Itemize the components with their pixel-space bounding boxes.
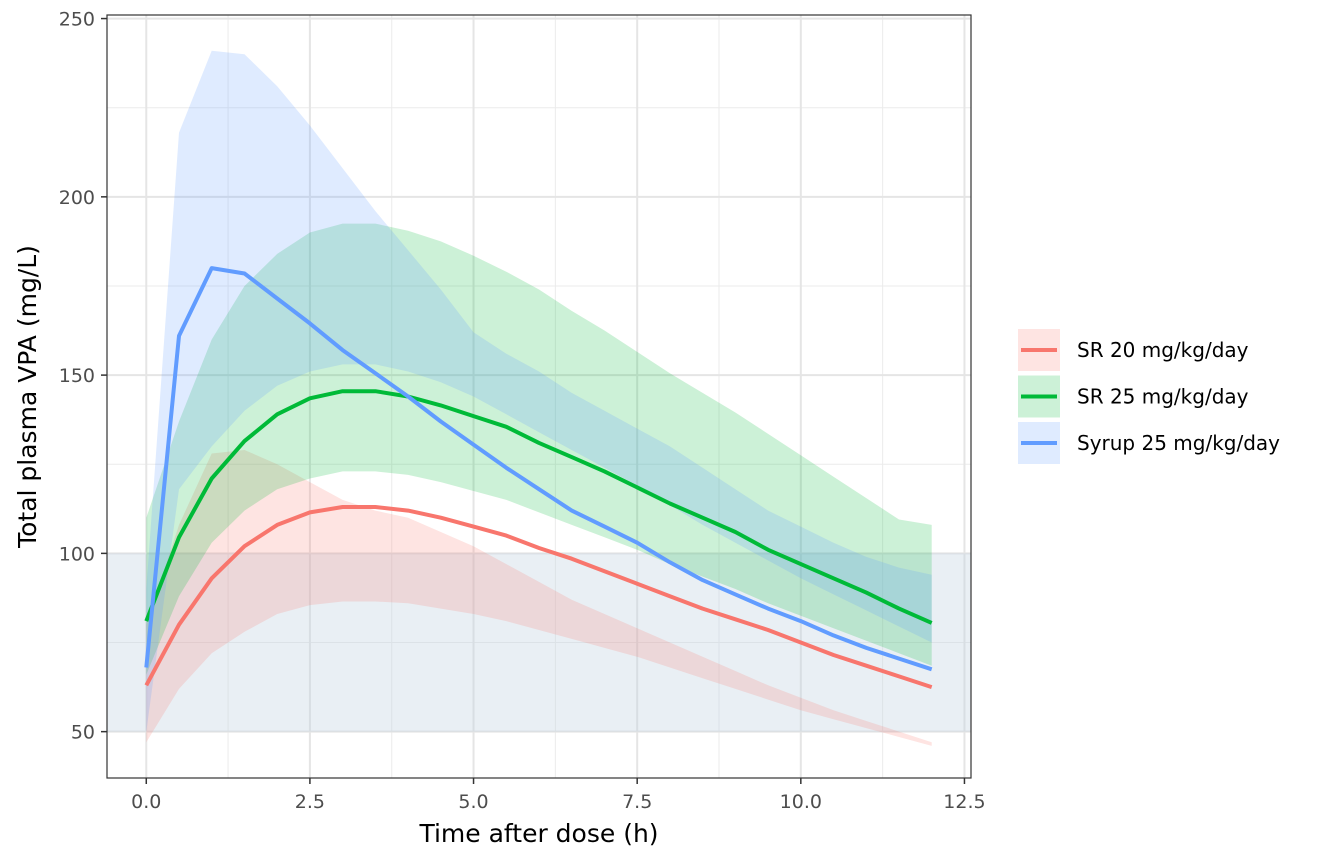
y-axis: 50 100 150 200 250 bbox=[59, 9, 107, 744]
plot-panel-border bbox=[106, 14, 972, 779]
y-tick-label: 200 bbox=[59, 187, 95, 209]
x-tick-label: 0.0 bbox=[131, 791, 161, 813]
grid-minor bbox=[107, 15, 971, 778]
y-tick-label: 100 bbox=[59, 543, 95, 565]
x-tick-label: 7.5 bbox=[622, 791, 652, 813]
reference-band bbox=[107, 553, 971, 732]
y-axis-title: Total plasma VPA (mg/L) bbox=[13, 245, 42, 549]
legend-label: SR 20 mg/kg/day bbox=[1077, 338, 1249, 362]
x-tick-label: 5.0 bbox=[458, 791, 488, 813]
ribbon-series-1 bbox=[146, 223, 932, 675]
legend-item-1: SR 25 mg/kg/day bbox=[1018, 375, 1249, 418]
ribbon-layer bbox=[146, 50, 932, 746]
legend-label: SR 25 mg/kg/day bbox=[1077, 385, 1249, 409]
line-series-2 bbox=[144, 266, 933, 672]
x-axis: 0.0 2.5 5.0 7.5 10.0 12.5 bbox=[131, 778, 986, 813]
x-axis-title: Time after dose (h) bbox=[418, 819, 658, 848]
ribbon-series-0 bbox=[146, 450, 932, 746]
x-tick-label: 2.5 bbox=[295, 791, 325, 813]
legend-item-2: Syrup 25 mg/kg/day bbox=[1018, 422, 1280, 464]
y-tick-label: 150 bbox=[59, 365, 95, 387]
line-series-1 bbox=[144, 389, 933, 625]
x-tick-label: 10.0 bbox=[780, 791, 822, 813]
legend-label: Syrup 25 mg/kg/day bbox=[1077, 431, 1280, 455]
line-series-0 bbox=[144, 505, 933, 690]
legend-item-0: SR 20 mg/kg/day bbox=[1018, 329, 1249, 371]
reference-band-layer bbox=[107, 553, 971, 732]
y-tick-label: 50 bbox=[71, 722, 95, 744]
x-tick-label: 12.5 bbox=[943, 791, 985, 813]
legend: SR 20 mg/kg/day SR 25 mg/kg/day Syrup 25 m… bbox=[1018, 329, 1280, 464]
panel-border-layer bbox=[106, 14, 972, 779]
y-tick-label: 250 bbox=[59, 9, 95, 31]
line-layer bbox=[144, 266, 933, 690]
ribbon-series-2 bbox=[146, 50, 932, 732]
